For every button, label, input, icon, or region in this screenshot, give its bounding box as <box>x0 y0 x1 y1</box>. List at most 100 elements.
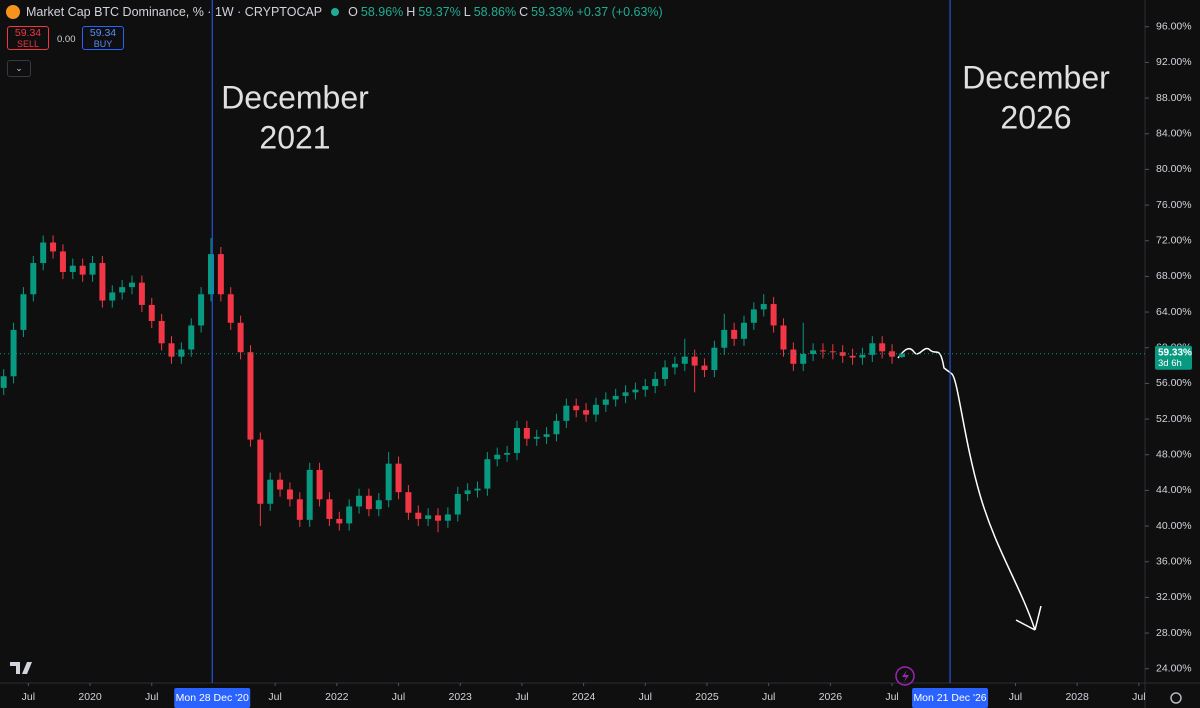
candle-body <box>365 495 372 510</box>
candle-body <box>513 427 520 453</box>
settings-button[interactable] <box>1170 692 1182 704</box>
candle-body <box>790 349 797 364</box>
candle-body <box>138 282 145 305</box>
symbol-title: Market Cap BTC Dominance, % · 1W · CRYPT… <box>26 5 323 19</box>
annotation: December <box>962 59 1110 95</box>
candle-body <box>227 294 234 323</box>
candle-body <box>129 282 136 288</box>
y-tick-label: 52.00% <box>1156 413 1192 425</box>
candle-body <box>484 459 491 489</box>
candle-body <box>316 469 323 500</box>
x-tick-label: Jul <box>1132 691 1145 703</box>
ohlc-key: C <box>519 5 529 19</box>
change: +0.37 (+0.63%) <box>576 5 663 19</box>
candle-body <box>119 287 126 293</box>
candle-body <box>622 392 629 396</box>
candle-body <box>79 265 86 275</box>
btc-icon <box>6 5 20 19</box>
candle-body <box>731 329 738 339</box>
x-tick-label: Jul <box>22 691 35 703</box>
candle-body <box>810 350 817 354</box>
x-tick-label: Jul <box>268 691 281 703</box>
hand-drawn-projection <box>897 347 1042 631</box>
candle-body <box>632 389 639 393</box>
candle-body <box>385 463 392 501</box>
candle-body <box>741 322 748 339</box>
candle-body <box>50 242 57 252</box>
candle-body <box>533 436 540 439</box>
candle-body <box>247 352 254 440</box>
marker-label-box <box>912 688 989 708</box>
y-tick-label: 84.00% <box>1156 128 1192 140</box>
candle-body <box>829 351 836 353</box>
buy-label: BUY <box>93 39 113 49</box>
x-tick-label: 2024 <box>572 691 596 703</box>
candle-body <box>395 463 402 493</box>
marker-label-box <box>174 688 251 708</box>
lightning-icon <box>902 670 909 682</box>
x-tick-label: Jul <box>145 691 158 703</box>
annotation: December <box>221 79 369 115</box>
candle-body <box>286 489 293 500</box>
lightning-button[interactable] <box>895 666 915 686</box>
candle-body <box>563 405 570 421</box>
ohlc-value: 58.86% <box>473 5 517 19</box>
candle-body <box>178 349 185 357</box>
ohlc-value: 59.37% <box>418 5 461 19</box>
y-tick-label: 64.00% <box>1156 306 1192 318</box>
y-tick-label: 56.00% <box>1156 377 1192 389</box>
candle-body <box>99 263 106 301</box>
candle-body <box>30 263 37 295</box>
y-tick-label: 72.00% <box>1156 235 1192 247</box>
ohlc-key: H <box>406 5 416 19</box>
ohlc-value: 58.96% <box>360 5 404 19</box>
last-price-box <box>1155 345 1192 370</box>
y-tick-label: 76.00% <box>1156 199 1192 211</box>
x-tick-label: 2020 <box>78 691 102 703</box>
candle-body <box>69 265 76 272</box>
collapse-button[interactable]: ⌄ <box>7 60 31 77</box>
sell-price: 59.34 <box>14 27 42 39</box>
x-tick-label: 2023 <box>449 691 473 703</box>
candle-body <box>188 325 195 350</box>
buy-button[interactable]: 59.34 BUY <box>82 26 124 50</box>
candle-body <box>504 452 511 455</box>
candle-body <box>681 356 688 364</box>
y-tick-label: 68.00% <box>1156 270 1192 282</box>
marker-label: Mon 21 Dec '26 <box>913 692 986 704</box>
candle-body <box>257 439 264 504</box>
candle-body <box>415 512 422 519</box>
candle-body <box>59 251 66 272</box>
x-tick-label: Jul <box>1009 691 1022 703</box>
candle-body <box>375 500 382 510</box>
buy-price: 59.34 <box>89 27 117 39</box>
ohlc-key: L <box>463 5 471 19</box>
candle-body <box>237 322 244 353</box>
x-tick-label: 2028 <box>1065 691 1089 703</box>
candle-body <box>671 363 678 368</box>
tv-logo <box>10 662 32 674</box>
candle-body <box>474 488 481 491</box>
candle-body <box>819 350 826 352</box>
candle-body <box>207 254 214 295</box>
candle-body <box>454 493 461 515</box>
candle-body <box>435 515 442 521</box>
candle-body <box>662 367 669 379</box>
ohlc-key: O <box>348 5 358 19</box>
x-tick-label: Jul <box>762 691 775 703</box>
candle-body <box>89 263 96 275</box>
candle-body <box>849 355 856 358</box>
y-tick-label: 24.00% <box>1156 663 1192 675</box>
candle-body <box>109 292 116 301</box>
candle-body <box>612 395 619 400</box>
y-tick-label: 28.00% <box>1156 627 1192 639</box>
candle-body <box>869 343 876 355</box>
candle-body <box>148 304 155 321</box>
sell-button[interactable]: 59.34 SELL <box>7 26 49 50</box>
candle-body <box>168 343 175 357</box>
candle-body <box>40 242 47 264</box>
ohlc-value: 59.33% <box>531 5 574 19</box>
candle-body <box>592 404 599 415</box>
candle-body <box>701 365 708 371</box>
